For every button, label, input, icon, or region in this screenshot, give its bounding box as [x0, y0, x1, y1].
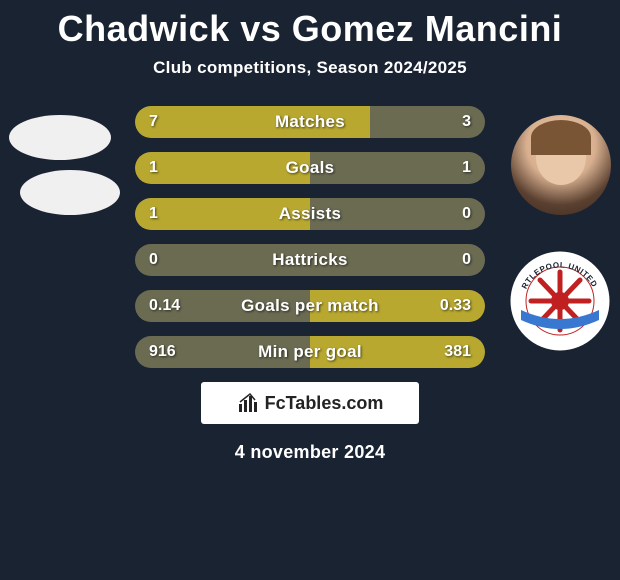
stat-value-right: 3: [462, 106, 471, 138]
stat-value-right: 0: [462, 244, 471, 276]
stat-row: 916Min per goal381: [135, 336, 485, 368]
stat-row: 1Assists0: [135, 198, 485, 230]
subtitle: Club competitions, Season 2024/2025: [0, 58, 620, 78]
stat-label: Goals: [135, 152, 485, 184]
stat-label: Hattricks: [135, 244, 485, 276]
stat-value-right: 0: [462, 198, 471, 230]
avatar-photo-icon: [511, 115, 611, 215]
stats-container: 7Matches31Goals11Assists00Hattricks00.14…: [135, 106, 485, 368]
brand-badge[interactable]: FcTables.com: [201, 382, 419, 424]
stat-label: Goals per match: [135, 290, 485, 322]
stat-row: 7Matches3: [135, 106, 485, 138]
stat-value-right: 0.33: [440, 290, 471, 322]
club-badge-icon: HARTLEPOOL UNITED FC: [509, 250, 611, 352]
stat-row: 0.14Goals per match0.33: [135, 290, 485, 322]
stat-row: 1Goals1: [135, 152, 485, 184]
stat-label: Matches: [135, 106, 485, 138]
stat-row: 0Hattricks0: [135, 244, 485, 276]
stat-label: Min per goal: [135, 336, 485, 368]
stat-value-right: 1: [462, 152, 471, 184]
avatar-placeholder-icon: [9, 115, 111, 160]
date-label: 4 november 2024: [0, 442, 620, 463]
stat-value-right: 381: [444, 336, 471, 368]
page-title: Chadwick vs Gomez Mancini: [0, 0, 620, 50]
club-badge-right: HARTLEPOOL UNITED FC: [509, 250, 611, 357]
brand-label: FcTables.com: [265, 393, 384, 414]
player-left-avatar: [9, 115, 111, 160]
stat-label: Assists: [135, 198, 485, 230]
club-badge-left: [20, 170, 120, 215]
player-right-avatar: [511, 115, 611, 215]
brand-logo-icon: [237, 392, 259, 414]
